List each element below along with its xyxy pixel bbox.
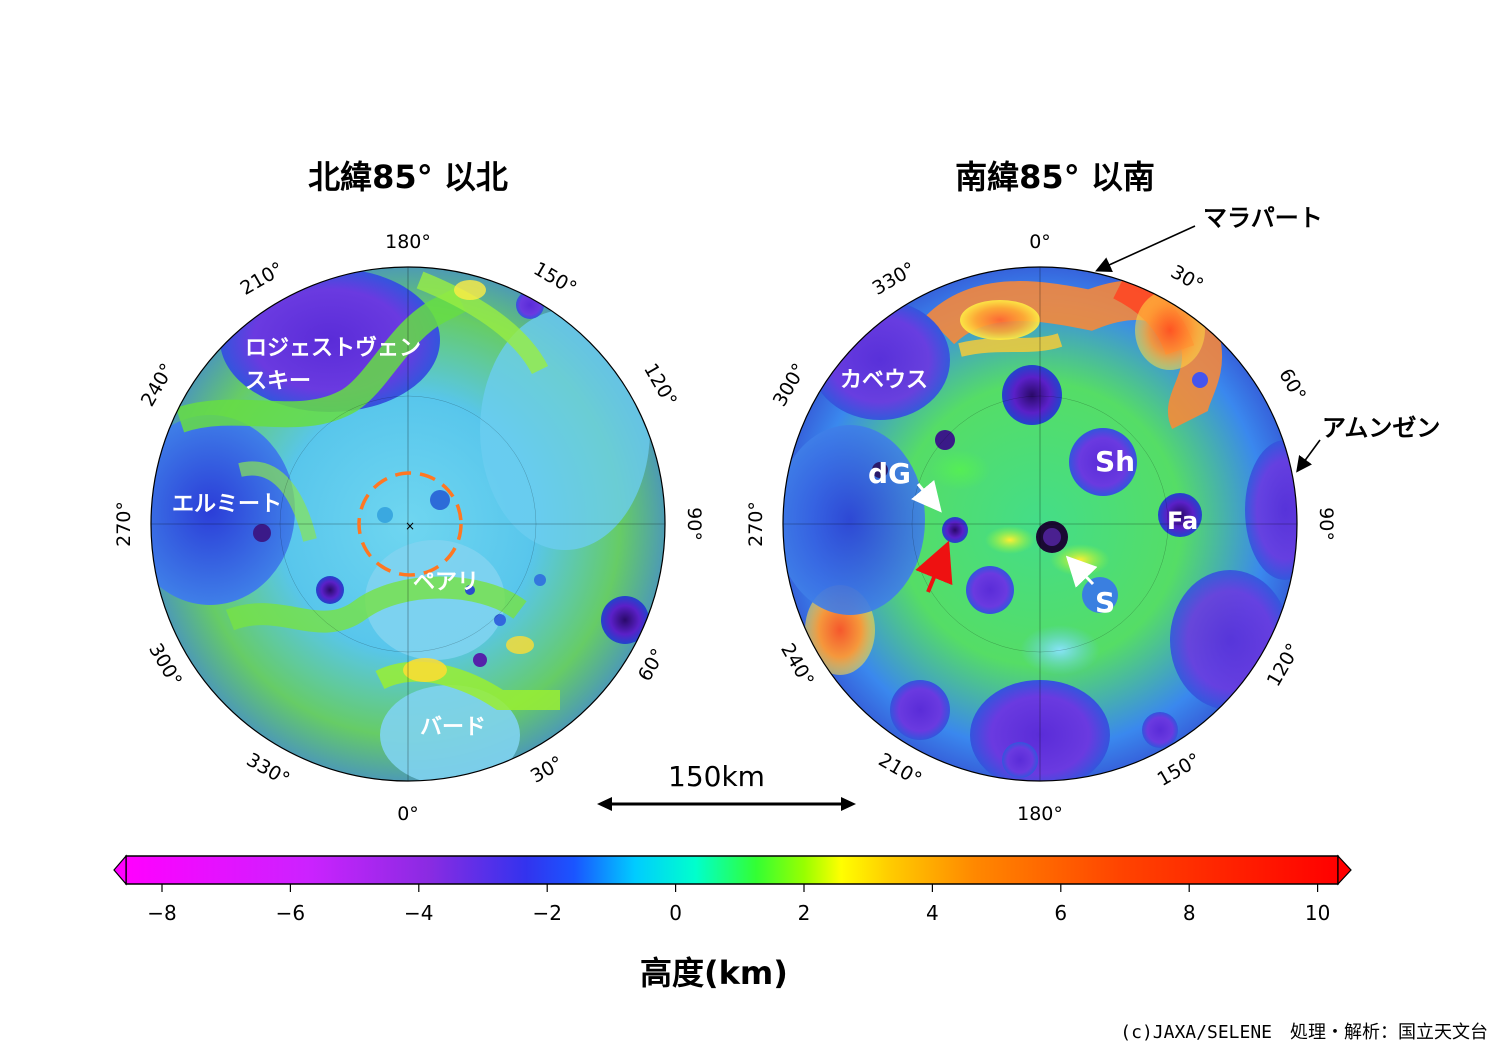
colorbar-title: 高度(km) xyxy=(640,954,788,992)
label-shackleton: S xyxy=(1095,586,1115,619)
colorbar-tick-label: −6 xyxy=(276,901,305,925)
red-arrow xyxy=(915,540,953,593)
south-lon-120: 120° xyxy=(1263,640,1305,691)
north-lon-240: 240° xyxy=(137,360,179,411)
pole-highlight-circle xyxy=(357,471,463,577)
label-shoemaker: Sh xyxy=(1095,445,1135,478)
label-de-gerlache: dG xyxy=(868,457,911,490)
scale-bar xyxy=(597,797,856,811)
crater-shoemaker xyxy=(1069,428,1137,496)
scale-bar-label: 150km xyxy=(668,760,765,793)
arrow-shackleton xyxy=(1065,555,1098,588)
south-lon-180: 180° xyxy=(1017,803,1063,825)
north-lon-0: 0° xyxy=(397,803,419,825)
colorbar-tick-label: −8 xyxy=(147,901,176,925)
south-lon-300: 300° xyxy=(769,360,811,411)
label-malapert: マラパート xyxy=(1203,204,1323,232)
north-lon-120: 120° xyxy=(639,360,681,411)
north-lon-330: 330° xyxy=(243,749,294,791)
south-lon-90: 90° xyxy=(1315,507,1337,541)
north-lon-210: 210° xyxy=(237,258,288,300)
arrow-amundsen xyxy=(1296,439,1321,473)
colorbar-tick-label: 8 xyxy=(1183,901,1196,925)
label-hermite: エルミート xyxy=(172,492,282,517)
label-peary: ペアリ xyxy=(413,570,479,595)
south-lon-150: 150° xyxy=(1154,749,1205,791)
label-faustini: Fa xyxy=(1167,507,1198,535)
label-amundsen: アムンゼン xyxy=(1322,414,1440,442)
south-lon-60: 60° xyxy=(1274,365,1310,405)
north-lon-30: 30° xyxy=(527,752,567,788)
south-lon-210: 210° xyxy=(875,749,926,791)
north-lon-300: 300° xyxy=(144,640,186,691)
colorbar-tick-label: 6 xyxy=(1054,901,1067,925)
north-lon-270: 270° xyxy=(113,501,135,547)
colorbar-tick-label: −2 xyxy=(532,901,561,925)
south-map-title: 南緯85° 以南 xyxy=(955,158,1155,196)
north-polar-map: × 180° 210° 150° 240° 120° 270° 90° 300°… xyxy=(113,231,705,825)
crater-faustini xyxy=(1158,493,1202,537)
label-cabeus: カベウス xyxy=(840,368,928,393)
south-lon-30: 30° xyxy=(1167,261,1207,297)
credit-text: (c)JAXA/SELENE 処理・解析：国立天文台 xyxy=(1120,1022,1488,1043)
arrow-malapert xyxy=(1095,225,1196,272)
south-polar-map: 0° 330° 30° 300° 60° 270° 90° 240° 120° … xyxy=(745,204,1440,825)
south-lon-330: 330° xyxy=(869,258,920,300)
south-lon-240: 240° xyxy=(776,640,818,691)
label-rozhdestvensky-line1: ロジェストヴェン xyxy=(245,335,421,361)
north-lon-150: 150° xyxy=(530,258,581,300)
south-lon-0: 0° xyxy=(1029,231,1051,253)
north-lon-90: 90° xyxy=(683,507,705,541)
colorbar-tick-label: 2 xyxy=(798,901,811,925)
colorbar-tick-label: 4 xyxy=(926,901,939,925)
svg-text:×: × xyxy=(405,519,415,533)
north-map-title: 北緯85° 以北 xyxy=(308,158,508,196)
north-lon-180: 180° xyxy=(385,231,431,253)
crater-de-gerlache xyxy=(942,517,968,543)
colorbar-tick-label: −4 xyxy=(404,901,433,925)
arrow-de-gerlache xyxy=(911,479,942,513)
label-rozhdestvensky-line2: スキー xyxy=(245,369,311,394)
label-byrd: バード xyxy=(420,715,486,740)
colorbar-tick-label: 0 xyxy=(669,901,682,925)
south-lon-270: 270° xyxy=(745,501,767,547)
north-lon-60: 60° xyxy=(634,645,670,685)
colorbar-tick-label: 10 xyxy=(1305,901,1330,925)
elevation-colorbar: −8 −6 −4 −2 0 2 4 6 8 10 xyxy=(113,854,1352,925)
